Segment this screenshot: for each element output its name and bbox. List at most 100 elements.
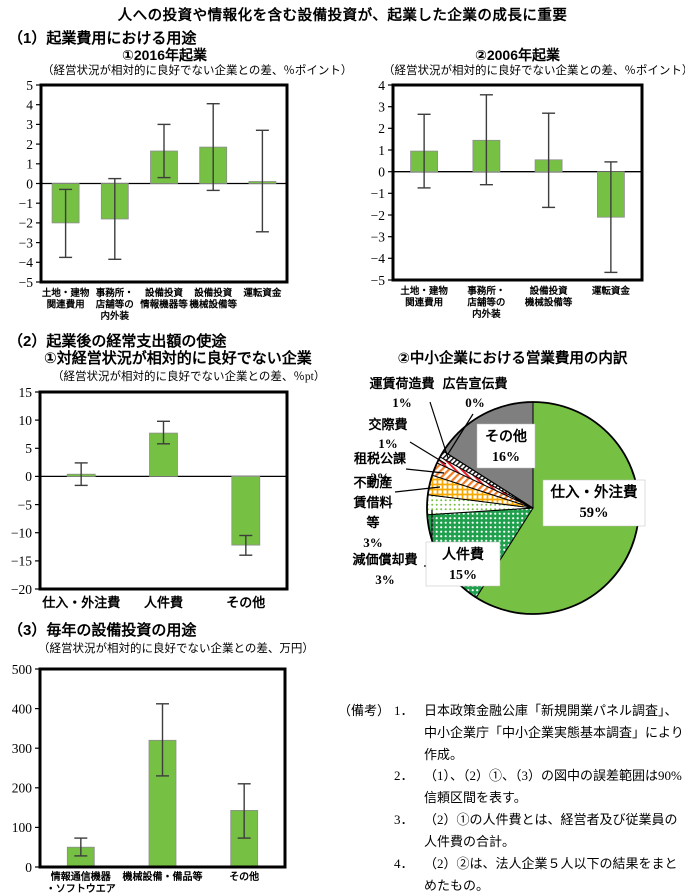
x-category-label: ・ソフトウエア bbox=[46, 883, 116, 895]
y-tick-label: 0 bbox=[26, 176, 33, 191]
chart-2006-title: ②2006年起業 bbox=[475, 47, 560, 63]
y-tick-label: 400 bbox=[12, 701, 33, 716]
y-tick-label: 1 bbox=[378, 143, 385, 158]
x-category-label: その他 bbox=[226, 595, 265, 610]
x-category-label: 内外装 bbox=[472, 308, 501, 320]
y-tick-label: 100 bbox=[12, 820, 33, 835]
x-category-label: 情報機器等 bbox=[139, 299, 188, 311]
x-category-label: 仕入・外注費 bbox=[41, 595, 120, 610]
x-category-label: 設備投資 bbox=[530, 285, 569, 297]
x-category-label: 事務所・ bbox=[96, 287, 134, 299]
pie-inner-label: 59% bbox=[580, 505, 609, 521]
chart-expense-plot: 15 10 5 0 −5 −10 −15 −20 仕入・外注費 人件費 その他 bbox=[8, 385, 338, 617]
y-tick-label: −15 bbox=[11, 554, 32, 569]
page-title: 人への投資や情報化を含む設備投資が、起業した企業の成長に重要 bbox=[117, 8, 568, 24]
pie-callout-label: 0% bbox=[465, 395, 485, 410]
y-tick-label: −4 bbox=[19, 255, 34, 270]
plot-border bbox=[391, 83, 644, 282]
chart-2006-subtitle: （経営状況が相対的に良好でない企業との差、％ポイント） bbox=[383, 65, 685, 77]
x-category-label: 店舗等の bbox=[467, 297, 505, 309]
pie-slice-zero bbox=[443, 450, 534, 509]
x-category-label: 情報通信機器 bbox=[51, 870, 112, 883]
note-text: （1）、（2）①、（3）の図中の誤差範囲は90%信頼区間を表す。 bbox=[424, 768, 682, 806]
y-tick-label: −10 bbox=[11, 526, 32, 541]
y-tick-label: 200 bbox=[12, 781, 33, 796]
pie-leader-line bbox=[447, 413, 474, 455]
y-tick-label: 0 bbox=[25, 860, 32, 875]
x-category-label: 関連費用 bbox=[405, 297, 443, 309]
x-category-label: 土地・建物 bbox=[400, 285, 448, 297]
pie-callout-label: 1% bbox=[392, 395, 412, 410]
x-category-label: 事務所・ bbox=[467, 285, 505, 297]
pie-callout-label: 減価償却費 bbox=[352, 552, 417, 567]
pie-callout-label: 3% bbox=[375, 572, 395, 587]
y-tick-label: −5 bbox=[18, 497, 33, 512]
y-tick-label: −4 bbox=[371, 251, 386, 266]
y-tick-label: 500 bbox=[12, 662, 33, 677]
pie-callout-label: 交際費 bbox=[368, 417, 407, 432]
plot-border bbox=[38, 667, 287, 869]
pie-leader-line bbox=[429, 401, 449, 459]
note-item: 3． （2）①の人件費とは、経営者及び従業員の人件費の合計。 bbox=[394, 809, 685, 853]
notes-label: （備考） bbox=[338, 703, 391, 718]
x-category-label: 関連費用 bbox=[47, 299, 85, 311]
note-item: 1． 日本政策金融公庫「新規開業パネル調査」、中小企業庁「中小企業実態基本調査」に… bbox=[394, 700, 685, 765]
notes: （備考） 1． 日本政策金融公庫「新規開業パネル調査」、中小企業庁「中小企業実態基… bbox=[338, 700, 685, 896]
plot-border bbox=[39, 83, 289, 284]
x-category-label: 運転資金 bbox=[243, 287, 282, 299]
note-text: （2）①の人件費とは、経営者及び従業員の人件費の合計。 bbox=[424, 812, 678, 849]
x-category-label: 設備投資 bbox=[145, 287, 184, 299]
y-tick-label: −2 bbox=[19, 216, 33, 231]
y-tick-label: −2 bbox=[371, 208, 385, 223]
x-category-label: 店舗等の bbox=[96, 299, 134, 311]
pie-leader-line bbox=[409, 441, 447, 465]
y-tick-label: 2 bbox=[26, 137, 33, 152]
pie-leader-line bbox=[394, 486, 441, 493]
x-category-label: 内外装 bbox=[101, 310, 130, 322]
y-tick-label: 300 bbox=[12, 741, 33, 756]
pie-callout-label: 3% bbox=[363, 535, 383, 550]
y-tick-label: −5 bbox=[371, 273, 386, 288]
x-category-label: 人件費 bbox=[144, 595, 183, 610]
pie-callout-label: 1% bbox=[378, 436, 398, 451]
bar-chart-expense-2 bbox=[231, 476, 261, 546]
pie-callout-label: 広告宣伝費 bbox=[442, 376, 507, 391]
x-category-label: その他 bbox=[229, 870, 259, 883]
chart-capex-subtitle: （経営状況が相対的に良好でない企業との差、万円） bbox=[38, 643, 314, 655]
chart-2006-plot: 4 3 2 1 0 −1 −2 −3 −4 −5 土地・建物 関連費用 事務所・ 店舗等の 内外装 設備投資機… bbox=[350, 79, 685, 323]
y-tick-label: −20 bbox=[11, 582, 32, 597]
pie-callout-label: 賃借料 bbox=[352, 495, 392, 510]
y-tick-label: −1 bbox=[371, 186, 385, 201]
note-item: 2． （1）、（2）①、（3）の図中の誤差範囲は90%信頼区間を表す。 bbox=[394, 765, 685, 809]
y-tick-label: 4 bbox=[378, 79, 385, 93]
chart-capex-plot: 500 400 300 200 100 0 情報通信機器 ・ソフトウエア 機械設備・備品等 その他 bbox=[8, 659, 338, 895]
chart-2016-title: ①2016年起業 bbox=[122, 47, 207, 63]
pie-inner-label-box bbox=[425, 541, 501, 587]
pie-inner-label: 人件費 bbox=[442, 546, 484, 563]
pie-inner-label-box bbox=[542, 479, 646, 527]
pie-opex-plot: 減価償却費 3% 不動産 賃借料等 3% 租税公課 2% 交際費 1% 運賃荷造費 1% 広告宣伝費 0… bbox=[340, 372, 685, 620]
pie-callout-label: 租税公課 bbox=[354, 451, 407, 466]
y-tick-label: 3 bbox=[26, 117, 33, 132]
pie-inner-label: その他 bbox=[485, 428, 527, 445]
notes-items: 1． 日本政策金融公庫「新規開業パネル調査」、中小企業庁「中小企業実態基本調査」に… bbox=[394, 700, 685, 896]
pie-callout-label: 運賃荷造費 bbox=[369, 376, 434, 391]
y-tick-label: −5 bbox=[19, 275, 34, 290]
pie-inner-label-box bbox=[476, 423, 536, 469]
y-tick-label: 15 bbox=[19, 385, 33, 400]
x-category-label: 運転資金 bbox=[592, 285, 631, 297]
note-number: 4． bbox=[394, 855, 414, 871]
chart-expense-box: ①対経営状況が相対的に良好でない企業 （経営状況が相対的に良好でない企業との差、… bbox=[8, 348, 338, 617]
y-tick-label: 5 bbox=[25, 441, 32, 456]
y-tick-label: 0 bbox=[378, 165, 385, 180]
x-category-label: 機械設備・備品等 bbox=[123, 870, 203, 883]
section-1-heading: （1）起業費用における用途 bbox=[8, 30, 197, 47]
note-number: 2． bbox=[394, 768, 414, 784]
x-category-label: 土地・建物 bbox=[42, 287, 90, 299]
chart-expense-title: ①対経営状況が相対的に良好でない企業 bbox=[44, 350, 312, 367]
chart-2016-subtitle: （経営状況が相対的に良好でない企業との差、％ポイント） bbox=[42, 65, 353, 77]
pie-inner-label: 15% bbox=[449, 568, 477, 583]
pie-opex-box: ②中小企業における営業費用の内訳 減価償却費 3% 不動産 賃借料等 3% 租税公課 2% 交… bbox=[340, 350, 685, 620]
x-category-label: 設備投資 bbox=[194, 287, 233, 299]
chart-2016-plot: 5 4 3 2 1 0 −1 −2 −3 −4 −5 土地・建物 関連費用 事務所・ 店舗等の 内外装 設備投資… bbox=[12, 79, 342, 325]
